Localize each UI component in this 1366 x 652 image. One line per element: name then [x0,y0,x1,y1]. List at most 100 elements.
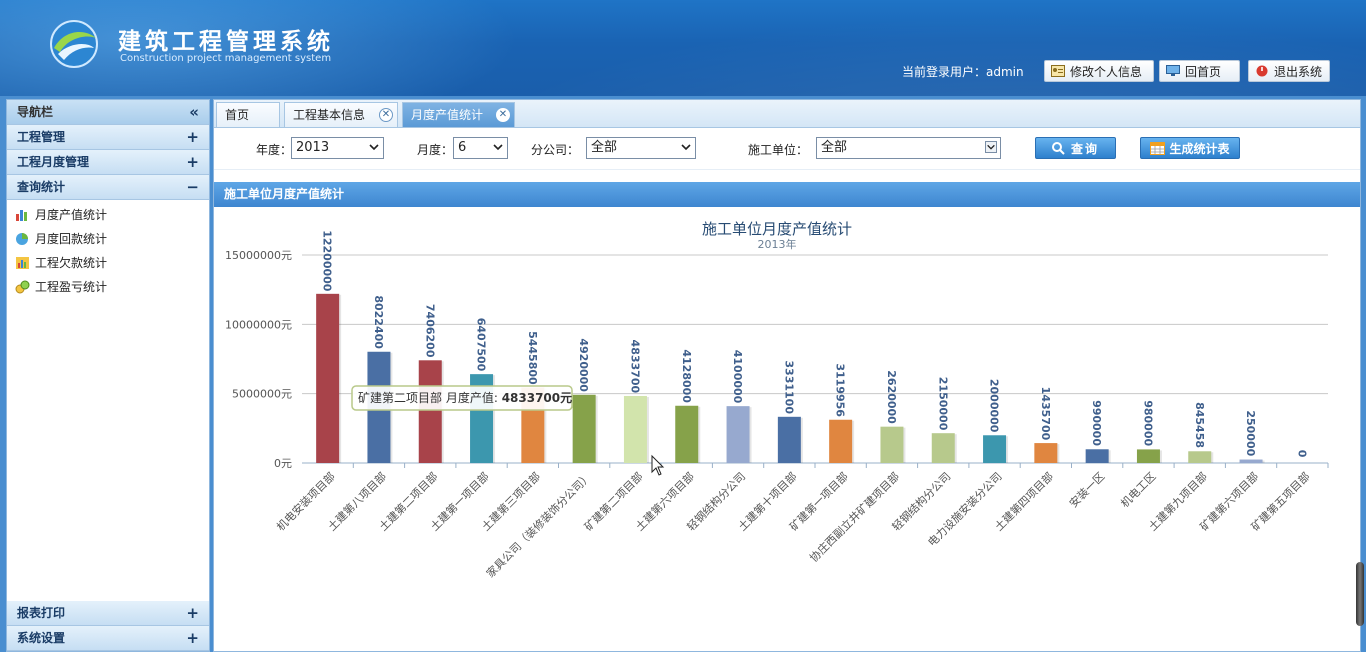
chart-subtitle: 2013年 [758,237,797,251]
branch-value: 全部 [591,140,618,155]
section-title: 施工单位月度产值统计 [214,182,1360,207]
app-logo-icon [50,20,98,68]
chart-tooltip: 矿建第二项目部 月度产值: 4833700元 [351,385,573,411]
app-title: 建筑工程管理系统 [118,28,334,55]
sidebar-section-print[interactable]: 报表打印 + [7,601,209,626]
sidebar-section-label: 查询统计 [17,180,66,194]
tab-label: 工程基本信息 [293,108,366,122]
scrollbar-handle[interactable] [1356,562,1364,626]
logout-button[interactable]: 退出系统 [1248,60,1330,82]
x-tick-label: 协庄西副立井矿建项目部 [807,469,902,564]
tab-label: 月度产值统计 [411,108,484,122]
branch-select[interactable]: 全部 [586,137,696,159]
data-label: 8022400 [372,295,385,349]
unit-select[interactable]: 全部 [816,137,1001,159]
tab-monthly-output[interactable]: 月度产值统计 ✕ [402,102,515,127]
tooltip-text: 矿建第二项目部 月度产值: 4833700元 [358,390,572,405]
generate-report-button[interactable]: 生成统计表 [1140,137,1240,159]
expand-icon: + [186,153,199,171]
report-button-label: 生成统计表 [1169,141,1230,156]
y-tick-label: 5000000元 [232,388,292,401]
bar [418,360,442,463]
id-card-icon [1051,65,1065,77]
sidebar-section-monthly[interactable]: 工程月度管理 + [7,150,209,175]
home-label: 回首页 [1185,64,1222,79]
sidebar-section-label: 工程管理 [17,130,66,144]
data-label: 1435700 [1039,387,1052,441]
pie-chart-icon [16,233,28,245]
sidebar-item-monthly-payment[interactable]: 月度回款统计 [7,227,209,251]
sidebar-section-query[interactable]: 查询统计 − [7,175,209,200]
data-label: 990000 [1090,400,1103,446]
search-icon [1051,141,1065,155]
year-value: 2013 [296,140,330,155]
data-label: 3119956 [834,363,847,417]
close-tab-icon[interactable]: ✕ [379,108,393,122]
tooltip-box [351,385,573,411]
unit-value: 全部 [821,140,848,155]
y-tick-label: 10000000元 [225,318,292,331]
tab-bar: 首页 工程基本信息 ✕ 月度产值统计 ✕ [214,100,1360,128]
sidebar-section-label: 系统设置 [17,631,66,645]
coins-icon [15,280,30,294]
data-label: 2000000 [988,379,1001,433]
month-value: 6 [458,140,467,155]
data-label: 5445800 [526,331,539,385]
chart-title: 施工单位月度产值统计 [702,220,852,238]
bar [777,416,801,463]
data-label: 4833700 [628,340,641,394]
sidebar-item-arrears[interactable]: 工程欠款统计 [7,251,209,275]
data-label: 2150000 [936,377,949,431]
monitor-icon [1166,65,1180,76]
sidebar-item-label: 月度回款统计 [35,232,108,246]
chevron-down-icon [681,144,691,151]
query-button[interactable]: 查询 [1035,137,1116,159]
sidebar: 导航栏 « 工程管理 + 工程月度管理 + 查询统计 − 月度产值统计 月度回款… [6,99,210,652]
sidebar-item-profit[interactable]: 工程盈亏统计 [7,275,209,299]
y-tick-label: 15000000元 [225,249,292,262]
bar [1136,449,1160,463]
power-icon [1256,65,1268,77]
bar [316,293,340,463]
filter-bar: 年度： 2013 月度： 6 分公司： 全部 施工单位： 全部 查询 生成统计表 [214,128,1360,170]
chevron-down-icon [369,144,379,151]
data-label: 980000 [1141,400,1154,446]
chevron-down-icon [985,141,997,153]
expand-icon: + [186,629,199,647]
spreadsheet-icon [1150,141,1166,155]
year-label: 年度： [256,143,293,157]
close-tab-icon[interactable]: ✕ [496,108,510,122]
tab-label: 首页 [225,108,250,122]
chart-area: 施工单位月度产值统计 2013年 0元 5000000元 10000000元 150000… [214,208,1360,638]
login-user-label: 当前登录用户：admin [902,65,1024,79]
x-tick-label: 家具公司（装修装饰分公司） [483,469,594,580]
sidebar-section-project[interactable]: 工程管理 + [7,125,209,150]
main-panel: 首页 工程基本信息 ✕ 月度产值统计 ✕ 年度： 2013 月度： 6 分公司：… [213,99,1361,652]
sidebar-item-monthly-output[interactable]: 月度产值统计 [7,203,209,227]
sidebar-section-settings[interactable]: 系统设置 + [7,626,209,651]
home-button[interactable]: 回首页 [1159,60,1240,82]
month-select[interactable]: 6 [453,137,508,159]
bar [623,395,647,463]
bar [931,433,955,463]
tab-project-info[interactable]: 工程基本信息 ✕ [284,102,398,127]
edit-profile-button[interactable]: 修改个人信息 [1044,60,1154,82]
bar-chart-icon [16,210,27,221]
data-label: 4128000 [680,349,693,403]
collapse-icon[interactable]: « [189,103,199,121]
bar [829,419,853,463]
data-label: 845458 [1193,402,1206,448]
sidebar-title: 导航栏 « [7,100,209,125]
collapse-minus-icon: − [186,178,199,196]
bar [726,406,750,463]
bar [1085,449,1109,463]
bar [880,426,904,463]
sidebar-section-label: 工程月度管理 [17,155,90,169]
tab-home[interactable]: 首页 [216,102,280,127]
data-label: 12200000 [321,230,334,292]
y-tick-label: 0元 [274,457,292,470]
year-select[interactable]: 2013 [291,137,384,159]
chart-grid-icon [16,257,29,269]
data-label: 6407500 [475,318,488,372]
mouse-cursor-icon [651,454,665,476]
